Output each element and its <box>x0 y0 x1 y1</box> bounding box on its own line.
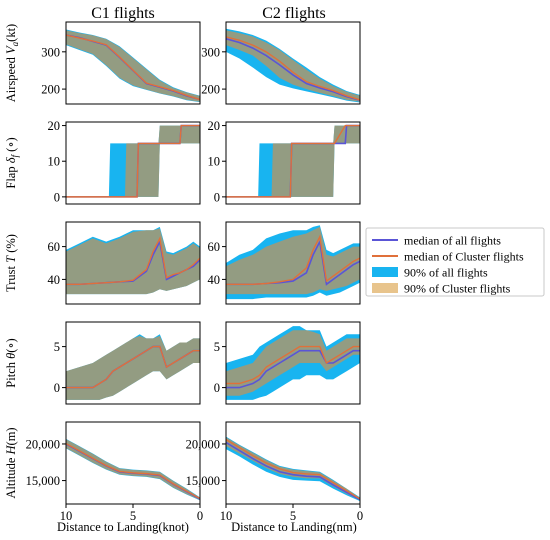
line-median-all-r3c1 <box>226 349 360 389</box>
plot-area-r2c0 <box>66 226 200 295</box>
band-all-flights-r4c0 <box>66 438 200 501</box>
x-tick-label-r4c1-0: 10 <box>220 509 233 523</box>
legend-swatch-2 <box>372 267 398 277</box>
axes-frame-r1c1 <box>225 121 361 205</box>
y-tick-label-r4c0-1: 20,000 <box>26 437 60 451</box>
y-tick-label-r0c0-0: 200 <box>41 83 60 97</box>
band-cluster-flights-r1c0 <box>66 125 200 197</box>
y-tick-label-r1c0-1: 10 <box>48 155 61 169</box>
y-tick-label-r3c1-0: 0 <box>214 381 220 395</box>
axes-frame-r3c0 <box>65 321 201 405</box>
y-axis-label-row0: Airspeed Va(kt) <box>4 24 20 102</box>
band-cluster-flights-r3c0 <box>66 335 200 400</box>
y-axis-label-row3: Pitch θ(∘) <box>4 338 18 387</box>
y-tick-label-r4c1-1: 20,000 <box>186 437 220 451</box>
line-median-cluster-r1c1 <box>226 124 360 198</box>
x-axis-label-c2: Distance to Landing(nm) <box>231 520 357 534</box>
y-axis-label-row2: Trust T (%) <box>4 234 18 292</box>
plot-area-r0c0 <box>66 29 200 103</box>
y-tick-label-r1c1-1: 10 <box>208 155 221 169</box>
y-tick-label-r1c1-2: 20 <box>208 119 221 133</box>
y-tick-label-r3c0-1: 5 <box>54 340 60 354</box>
line-median-cluster-r2c1 <box>226 234 360 286</box>
subplot-r4c0: 15,000 20,000 10 5 0 Altitude H(m) <box>4 421 203 523</box>
line-median-cluster-r3c1 <box>226 345 360 385</box>
x-tick-label-r4c1-1: 5 <box>290 509 296 523</box>
subplot-r3c1: 05 <box>214 321 361 405</box>
plot-area-r1c1 <box>226 124 360 198</box>
band-all-flights-r4c1 <box>226 436 360 502</box>
plot-area-r4c1 <box>226 436 360 502</box>
legend-label-1: median of Cluster flights <box>404 250 524 264</box>
x-axis-label-c1: Distance to Landing(knot) <box>57 520 189 534</box>
y-tick-label-r1c0-2: 20 <box>48 119 61 133</box>
y-tick-label-r0c0-1: 300 <box>41 45 60 59</box>
subplot-r1c1: 0 10 20 <box>208 119 361 205</box>
subplot-r0c0: 200 300 Airspeed Va(kt) <box>4 21 201 105</box>
y-tick-label-r3c0-0: 0 <box>54 381 60 395</box>
legend-swatch-3 <box>372 283 398 293</box>
column-title-c2: C2 flights <box>262 5 326 22</box>
subplot-r2c1: 40 60 <box>208 221 361 305</box>
axes-frame-r4c0 <box>65 421 201 505</box>
line-median-cluster-r4c0 <box>66 442 200 500</box>
y-tick-label-r4c1-0: 15,000 <box>186 474 220 488</box>
subplot-r3c0: 0 5 Pitch θ(∘) <box>4 321 201 405</box>
line-median-all-r0c1 <box>226 37 360 102</box>
subplot-r4c1: 15,000 20,000 10 5 0 <box>186 421 363 523</box>
axes-frame-r2c1 <box>225 221 361 305</box>
y-tick-label-r2c0-0: 40 <box>48 273 61 287</box>
line-median-cluster-r0c1 <box>226 36 360 101</box>
y-tick-label-r2c1-0: 40 <box>208 273 221 287</box>
axes-frame-r2c0 <box>65 221 201 305</box>
legend: median of all flights median of Cluster f… <box>365 227 545 297</box>
band-cluster-flights-r1c1 <box>226 125 360 197</box>
plot-area-r0c1 <box>226 28 360 103</box>
y-axis-label-row1: Flap δf (∘) <box>4 137 20 188</box>
axes-frame-r3c1 <box>225 321 361 405</box>
line-median-cluster-r2c0 <box>66 236 200 286</box>
subplot-r2c0: 40 60 Trust T (%) <box>4 221 201 305</box>
y-tick-label-r1c0-0: 0 <box>54 190 60 204</box>
plot-area-r1c0 <box>66 124 200 198</box>
plot-area-r3c1 <box>226 326 360 400</box>
axes-frame-r0c0 <box>65 21 201 105</box>
y-tick-label-r1c1-0: 0 <box>214 190 220 204</box>
band-cluster-flights-r0c0 <box>66 30 200 102</box>
axes-frame-r1c0 <box>65 121 201 205</box>
column-title-c1: C1 flights <box>91 5 155 22</box>
axes-frame-r0c1 <box>225 21 361 105</box>
x-tick-label-r4c1-2: 0 <box>357 509 363 523</box>
x-tick-label-r4c0-0: 10 <box>60 509 73 523</box>
band-cluster-flights-r0c1 <box>226 30 360 102</box>
y-tick-label-r2c0-1: 60 <box>48 240 61 254</box>
line-median-cluster-r4c1 <box>226 438 360 500</box>
line-median-all-r4c1 <box>226 441 360 501</box>
plot-area-r4c0 <box>66 438 200 501</box>
y-tick-label-r4c0-0: 15,000 <box>26 474 60 488</box>
plot-area-r2c1 <box>226 225 360 300</box>
y-tick-label-r3c1-1: 5 <box>214 340 220 354</box>
subplot-r1c0: 0 10 20 Flap δf (∘) <box>4 119 201 205</box>
subplot-r0c1: 200 300 <box>201 21 361 105</box>
legend-label-2: 90% of all flights <box>404 266 488 280</box>
x-tick-label-r4c0-2: 0 <box>197 509 203 523</box>
legend-frame <box>365 227 545 297</box>
line-median-cluster-r3c0 <box>66 345 200 389</box>
y-tick-label-r2c1-1: 60 <box>208 240 221 254</box>
plot-area-r3c0 <box>66 334 200 400</box>
legend-label-3: 90% of Cluster flights <box>404 282 511 296</box>
line-median-cluster-r1c0 <box>66 124 200 198</box>
y-tick-label-r0c1-1: 300 <box>201 45 220 59</box>
y-tick-label-r0c1-0: 200 <box>201 83 220 97</box>
y-axis-label-row4: Altitude H(m) <box>4 427 18 498</box>
line-median-cluster-r0c0 <box>66 34 200 101</box>
legend-label-0: median of all flights <box>404 234 501 248</box>
band-cluster-flights-r4c0 <box>66 439 200 500</box>
x-tick-label-r4c0-1: 5 <box>130 509 136 523</box>
